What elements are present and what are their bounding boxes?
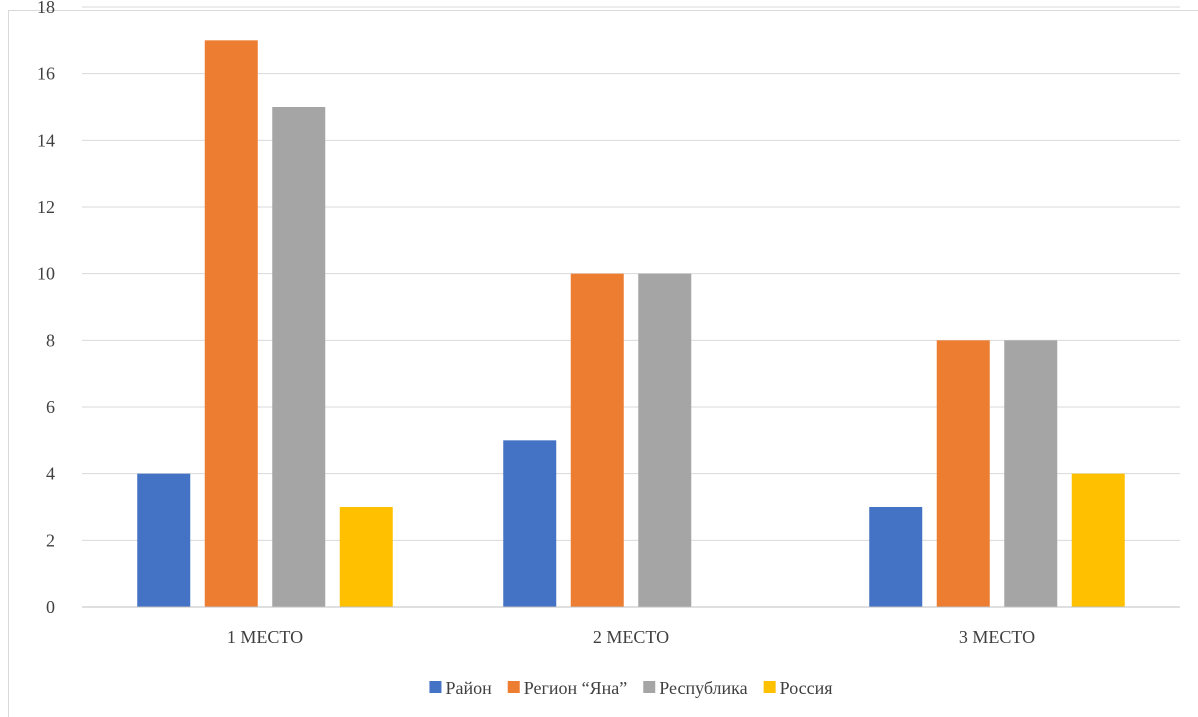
bar-2-2 [570,273,624,607]
y-tick-label: 10 [37,264,55,284]
legend: Район Регион “Яна” Республика Россия [429,678,833,698]
legend-label: Район [445,678,492,698]
y-axis-tick-labels: 0 2 4 6 8 10 12 14 16 18 [37,0,55,617]
y-tick-label: 16 [37,64,55,84]
bar-2-1 [204,40,258,608]
y-tick-label: 12 [37,197,55,217]
legend-item: Россия [763,678,833,698]
bar-3-2 [638,273,692,607]
y-tick-label: 6 [46,397,55,417]
y-tick-label: 14 [37,130,55,150]
legend-label: Россия [780,678,833,698]
category-label: 3 МЕСТО [959,627,1035,647]
bar-4-3 [1071,473,1125,607]
legend-swatch [763,681,776,693]
bar-4-1 [339,507,393,607]
bar-2-3 [936,340,990,607]
legend-swatch [507,681,520,693]
legend-item: Республика [643,678,748,698]
legend-swatch [643,681,656,693]
bars [137,40,1125,608]
y-tick-label: 2 [46,530,55,550]
category-label: 1 МЕСТО [227,627,303,647]
category-label: 2 МЕСТО [593,627,669,647]
bar-3-3 [1004,340,1058,607]
bar-1-1 [137,473,191,607]
legend-item: Регион “Яна” [507,678,628,698]
y-tick-label: 18 [37,0,55,17]
y-tick-label: 0 [46,597,55,617]
legend-swatch [429,681,442,693]
y-tick-label: 4 [46,464,55,484]
bar-1-2 [503,440,557,607]
legend-label: Регион “Яна” [524,678,628,698]
bar-1-3 [869,507,923,607]
chart-frame [8,10,1198,717]
legend-label: Республика [659,678,747,698]
legend-item: Район [429,678,492,698]
bar-3-1 [272,107,326,607]
gridlines [82,6,1180,541]
y-tick-label: 8 [46,330,55,350]
category-labels: 1 МЕСТО 2 МЕСТО 3 МЕСТО [227,627,1035,647]
